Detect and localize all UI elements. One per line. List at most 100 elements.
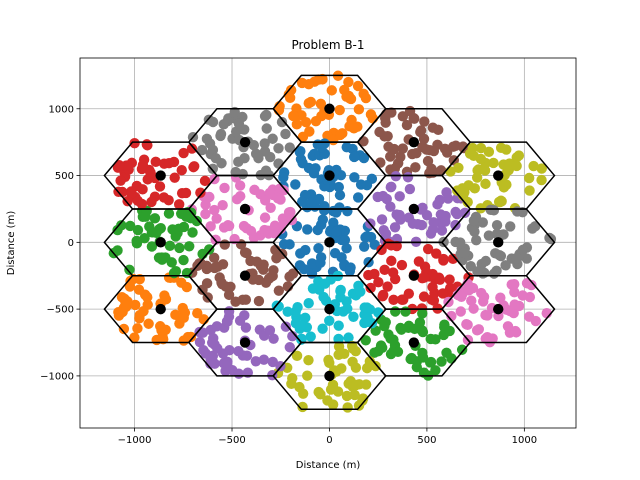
scatter-point bbox=[317, 74, 328, 85]
scatter-point bbox=[427, 223, 439, 235]
scatter-point bbox=[502, 321, 514, 332]
scatter-point bbox=[468, 215, 480, 226]
scatter-point bbox=[144, 221, 155, 232]
scatter-point bbox=[261, 123, 272, 134]
scatter-point bbox=[444, 274, 455, 285]
scatter-point bbox=[260, 165, 272, 176]
scatter-point bbox=[149, 213, 161, 224]
scatter-point bbox=[306, 197, 317, 208]
scatter-point bbox=[511, 253, 523, 264]
scatter-point bbox=[367, 113, 378, 124]
scatter-point bbox=[348, 311, 359, 322]
scatter-point bbox=[280, 128, 291, 140]
cell-center-marker bbox=[324, 370, 335, 382]
scatter-point bbox=[146, 241, 158, 252]
scatter-point bbox=[300, 117, 312, 128]
scatter-point bbox=[273, 285, 285, 296]
scatter-point bbox=[378, 289, 389, 301]
scatter-point bbox=[355, 286, 366, 297]
scatter-point bbox=[343, 332, 354, 343]
scatter-point bbox=[348, 123, 360, 134]
scatter-point bbox=[464, 148, 476, 159]
scatter-point bbox=[386, 181, 397, 192]
scatter-point bbox=[363, 269, 374, 281]
scatter-point bbox=[524, 185, 535, 196]
scatter-point bbox=[315, 257, 326, 268]
scatter-point bbox=[342, 303, 353, 314]
scatter-point bbox=[259, 138, 270, 149]
y-tick-label: 500 bbox=[55, 171, 74, 182]
scatter-point bbox=[462, 196, 473, 208]
scatter-point bbox=[434, 194, 446, 206]
scatter-point bbox=[396, 259, 408, 271]
scatter-point bbox=[233, 345, 244, 357]
scatter-point bbox=[479, 165, 491, 176]
scatter-point bbox=[315, 219, 327, 231]
scatter-point bbox=[200, 199, 211, 210]
scatter-point bbox=[248, 140, 260, 151]
scatter-point bbox=[350, 345, 361, 357]
scatter-point bbox=[376, 244, 387, 256]
scatter-point bbox=[476, 287, 487, 299]
scatter-point bbox=[441, 187, 452, 198]
scatter-point bbox=[217, 200, 228, 211]
scatter-point bbox=[146, 196, 157, 208]
scatter-point bbox=[313, 243, 324, 254]
scatter-point bbox=[153, 252, 165, 263]
scatter-point bbox=[291, 119, 303, 130]
scatter-point bbox=[380, 113, 391, 124]
scatter-point bbox=[352, 80, 364, 92]
scatter-point bbox=[253, 274, 264, 286]
scatter-point bbox=[292, 301, 303, 313]
scatter-point bbox=[517, 244, 529, 256]
scatter-point bbox=[286, 378, 297, 390]
scatter-point bbox=[222, 220, 234, 231]
scatter-point bbox=[418, 133, 430, 145]
scatter-point bbox=[435, 165, 447, 176]
scatter-point bbox=[436, 225, 448, 236]
scatter-point bbox=[196, 144, 208, 156]
scatter-point bbox=[132, 224, 144, 236]
scatter-point bbox=[505, 221, 516, 232]
scatter-point bbox=[424, 357, 436, 368]
scatter-point bbox=[335, 292, 346, 303]
scatter-point bbox=[240, 322, 252, 333]
scatter-point bbox=[178, 254, 189, 266]
scatter-point bbox=[390, 306, 401, 317]
x-tick-label: 500 bbox=[417, 435, 436, 446]
scatter-point bbox=[431, 248, 442, 259]
scatter-point bbox=[253, 152, 264, 164]
scatter-point bbox=[168, 267, 180, 279]
scatter-point bbox=[349, 151, 360, 163]
scatter-point bbox=[215, 130, 226, 142]
scatter-point bbox=[267, 133, 278, 144]
scatter-point bbox=[194, 336, 206, 348]
scatter-point bbox=[134, 273, 145, 285]
scatter-point bbox=[305, 331, 316, 342]
scatter-point bbox=[249, 184, 260, 196]
scatter-point bbox=[410, 162, 421, 173]
scatter-point bbox=[260, 195, 271, 206]
scatter-point bbox=[284, 92, 296, 104]
scatter-point bbox=[160, 294, 172, 305]
x-axis-ticks: −1000 −500 0 500 1000 bbox=[118, 428, 537, 446]
scatter-point bbox=[275, 194, 286, 205]
scatter-point bbox=[297, 196, 308, 207]
cell-center-marker bbox=[493, 303, 504, 315]
scatter-point bbox=[501, 144, 512, 155]
scatter-point bbox=[517, 290, 528, 301]
scatter-point bbox=[536, 163, 547, 174]
scatter-point bbox=[509, 287, 520, 298]
scatter-point bbox=[283, 207, 295, 218]
scatter-point bbox=[261, 109, 272, 121]
scatter-point bbox=[416, 324, 427, 336]
scatter-point bbox=[209, 262, 220, 274]
scatter-point bbox=[326, 85, 337, 96]
scatter-point bbox=[512, 206, 523, 217]
scatter-point bbox=[294, 381, 305, 393]
scatter-point bbox=[361, 362, 373, 374]
y-tick-label: −1000 bbox=[40, 371, 74, 382]
y-tick-label: 0 bbox=[68, 238, 74, 249]
scatter-point bbox=[438, 253, 449, 265]
scatter-point bbox=[320, 295, 332, 306]
